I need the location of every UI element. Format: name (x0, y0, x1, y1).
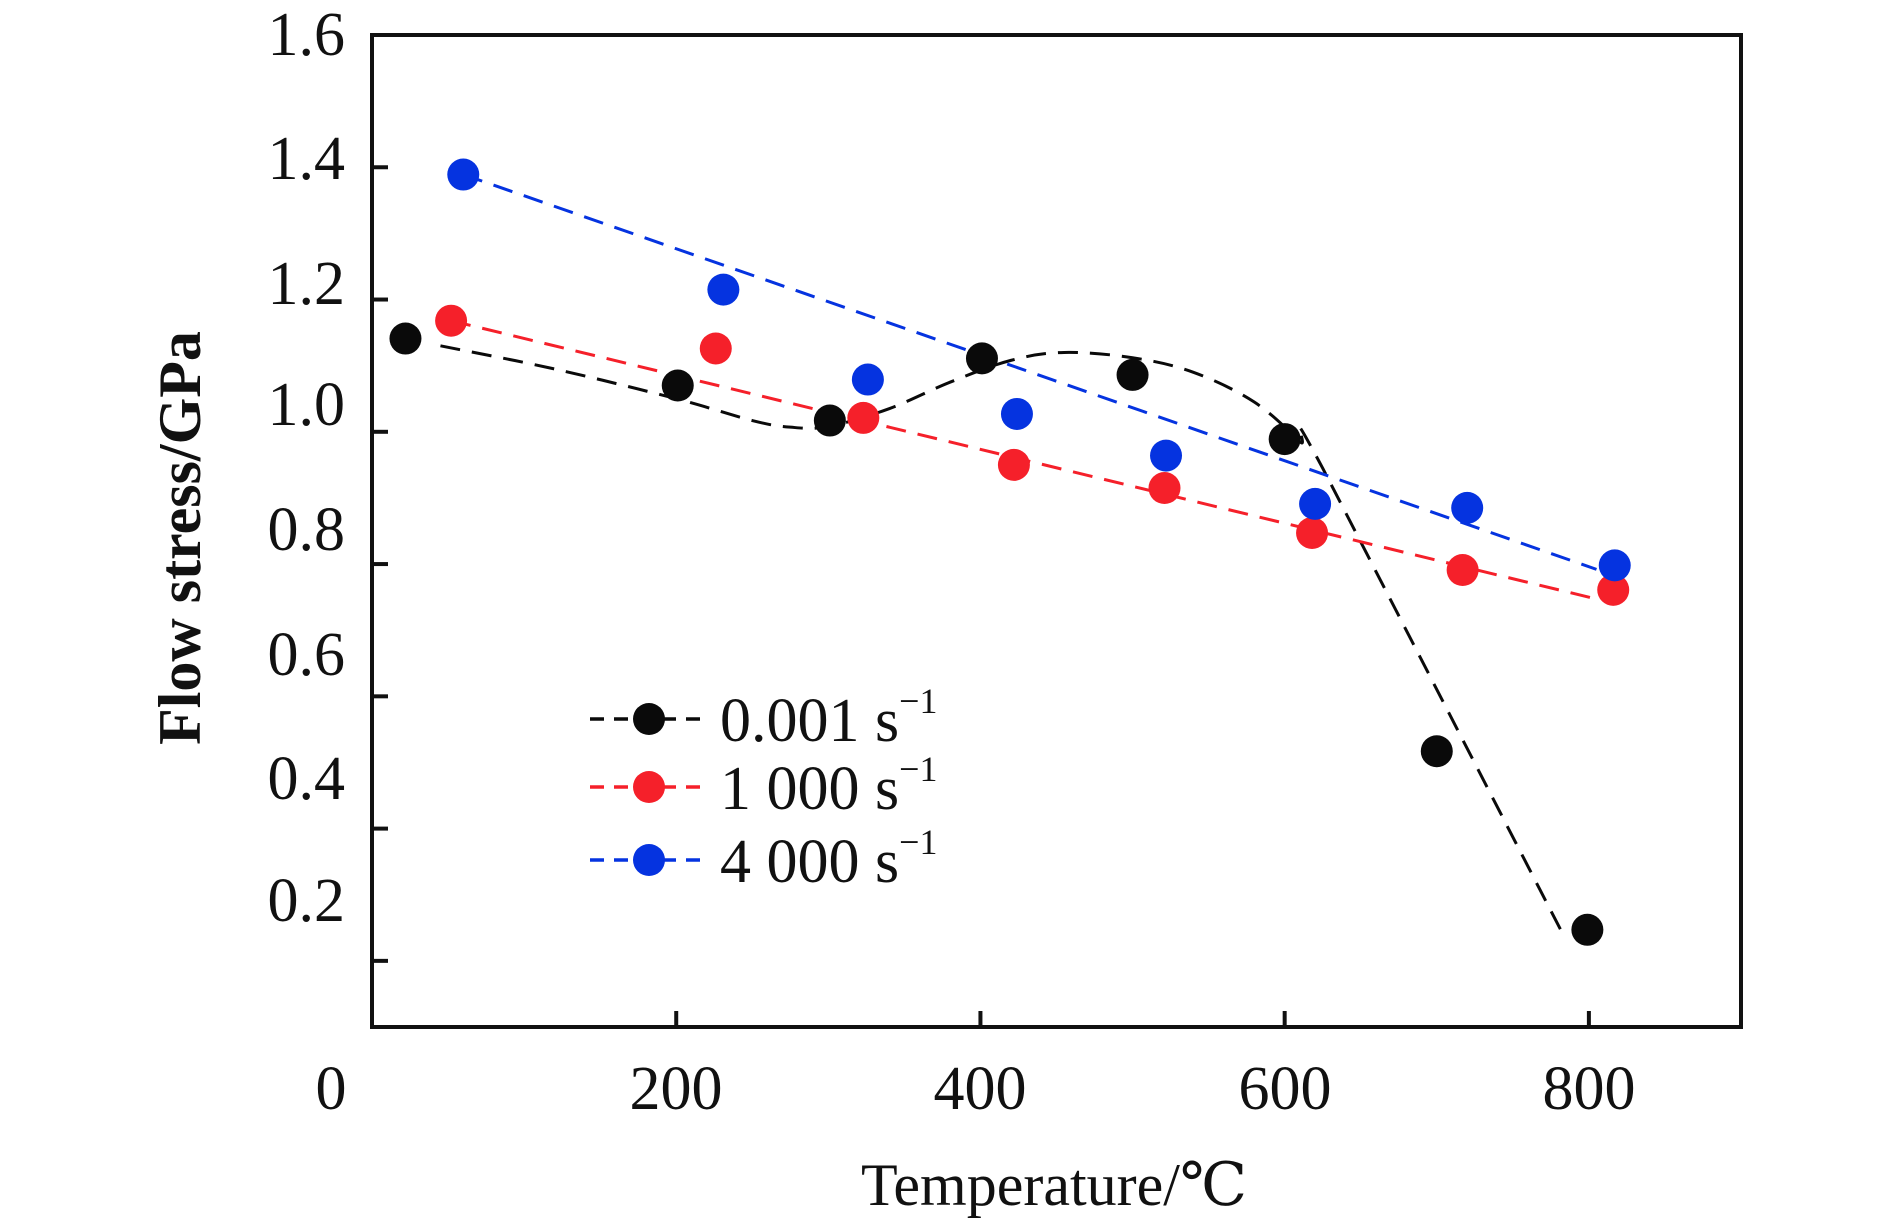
data-point-series-1 (1296, 516, 1329, 549)
data-point-series-2 (707, 273, 740, 306)
data-point-series-1 (997, 448, 1030, 481)
legend-label: 0.001 s−1 (720, 681, 937, 755)
data-point-series-0 (813, 404, 846, 437)
y-tick-label: 1.0 (268, 371, 346, 439)
data-point-series-1 (699, 332, 732, 365)
legend-item-0.001: 0.001 s−1 (590, 681, 937, 755)
data-point-series-1 (847, 401, 880, 434)
x-axis-title: Temperature/℃ (861, 1152, 1247, 1218)
data-markers (389, 158, 1631, 946)
plot-frame (370, 33, 1743, 1029)
legend-marker (633, 703, 665, 735)
data-point-series-1 (1446, 554, 1479, 587)
legend-marker (633, 771, 665, 803)
y-tick-label: 1.6 (268, 1, 346, 69)
data-point-series-2 (1150, 439, 1183, 472)
x-tick-label: 800 (1543, 1055, 1636, 1123)
fit-lines (440, 173, 1600, 936)
data-point-series-2 (447, 158, 480, 191)
data-point-series-0 (1420, 735, 1453, 768)
y-tick-labels: 1.6 1.4 1.2 1.0 0.8 0.6 0.4 0.2 (268, 1, 346, 935)
data-point-series-2 (851, 363, 884, 396)
data-point-series-0 (389, 322, 422, 355)
x-tick-label: 0 (316, 1055, 347, 1123)
x-tick-label: 600 (1239, 1055, 1332, 1123)
data-point-series-2 (1000, 397, 1033, 430)
data-point-series-0 (661, 369, 694, 402)
data-point-series-2 (1451, 491, 1484, 524)
legend-label: 1 000 s−1 (720, 749, 937, 823)
data-point-series-1 (1597, 573, 1630, 606)
data-point-series-0 (965, 342, 998, 375)
data-point-series-0 (1268, 423, 1301, 456)
fit-line-series-2 (462, 173, 1597, 571)
data-point-series-0 (1116, 358, 1149, 391)
x-tick-label: 400 (934, 1055, 1027, 1123)
legend-item-1000: 1 000 s−1 (590, 749, 937, 823)
x-tick-label: 200 (630, 1055, 723, 1123)
legend-item-4000: 4 000 s−1 (590, 822, 937, 896)
fit-line-series-0 (440, 344, 1565, 936)
y-tick-label: 0.4 (268, 745, 346, 813)
legend: 0.001 s−1 1 000 s−1 4 000 s−1 (590, 681, 937, 896)
data-point-series-0 (1571, 913, 1604, 946)
data-point-series-2 (1598, 549, 1631, 582)
x-axis-ticks (674, 1011, 1591, 1027)
y-axis-ticks (372, 165, 388, 963)
data-point-series-1 (435, 304, 468, 337)
legend-marker (633, 844, 665, 876)
y-tick-label: 0.8 (268, 496, 346, 564)
legend-label: 4 000 s−1 (720, 822, 937, 896)
x-tick-labels: 0 200 400 600 800 (316, 1055, 1636, 1123)
data-point-series-2 (1299, 487, 1332, 520)
y-tick-label: 0.2 (268, 867, 346, 935)
y-tick-label: 1.2 (268, 250, 346, 318)
y-axis-title: Flow stress/GPa (147, 331, 213, 745)
y-tick-label: 0.6 (268, 621, 346, 689)
y-tick-label: 1.4 (268, 125, 346, 193)
data-point-series-1 (1148, 472, 1181, 505)
